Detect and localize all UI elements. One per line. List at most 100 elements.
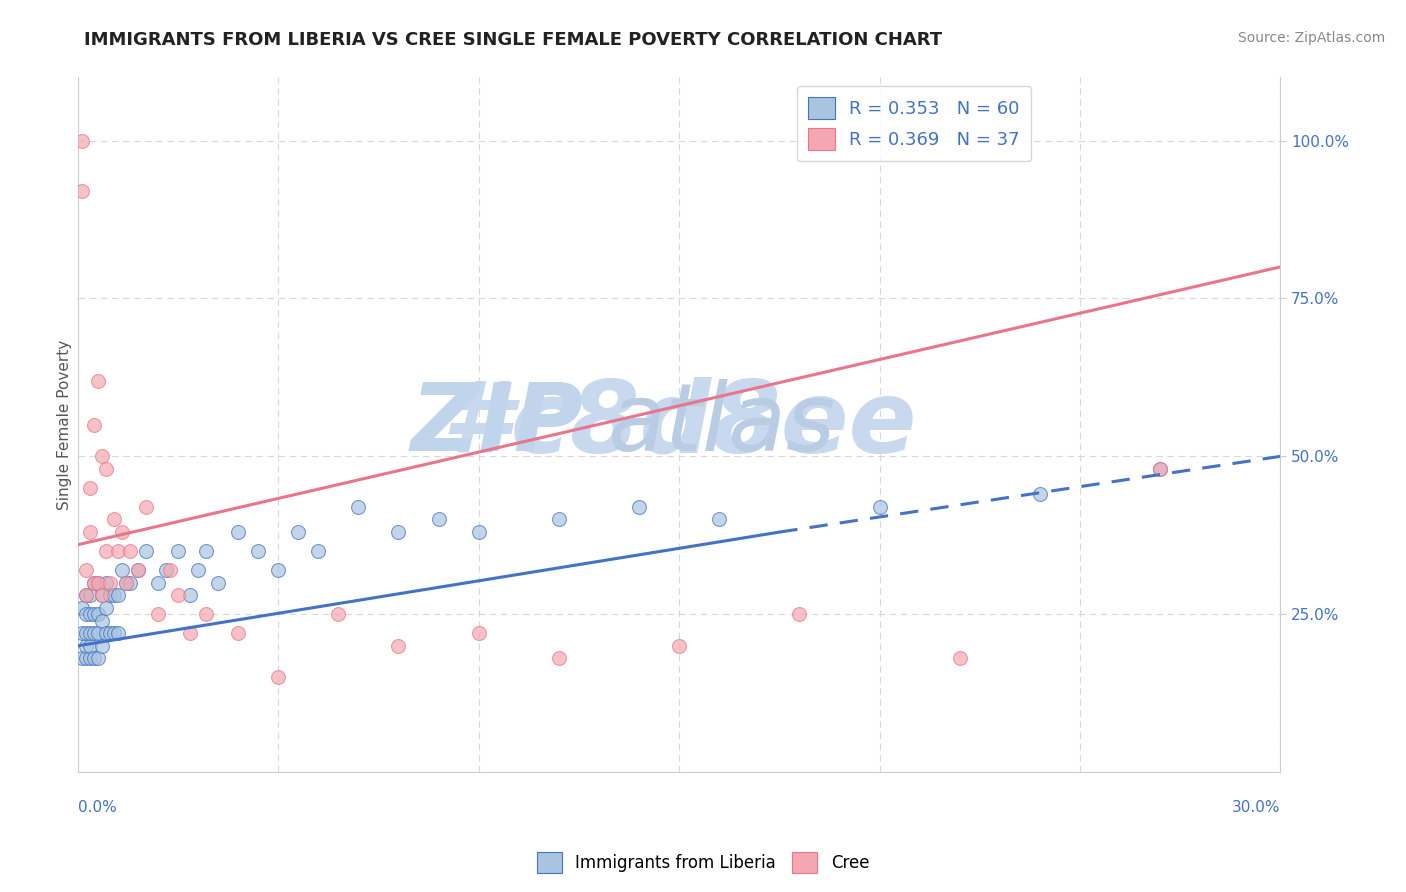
Point [90,614,112,628]
Point [226,626,249,640]
Point [79,525,101,540]
Point [103,588,125,602]
Point [146,607,169,622]
Point [668,639,690,653]
Point [115,575,138,590]
Point [135,500,157,514]
Point [98,626,121,640]
Legend: Immigrants from Liberia, Cree: Immigrants from Liberia, Cree [530,846,876,880]
Point [87,575,110,590]
Point [75,588,97,602]
Point [167,588,190,602]
Point [427,512,450,526]
Point [247,544,270,558]
Legend: R = 0.353   N = 60, R = 0.369   N = 37: R = 0.353 N = 60, R = 0.369 N = 37 [797,87,1031,161]
Point [70,626,93,640]
Point [267,670,290,684]
Point [87,607,110,622]
Point [94,544,117,558]
Point [103,512,125,526]
Point [547,651,569,665]
Point [87,651,110,665]
Text: 30.0%: 30.0% [1232,800,1281,815]
Point [98,575,121,590]
Point [118,575,141,590]
Point [187,563,209,577]
Point [1149,462,1171,476]
Point [135,544,157,558]
Point [267,563,290,577]
Point [87,626,110,640]
Text: ZIP: ZIP [411,379,583,471]
Point [949,651,972,665]
Point [467,525,489,540]
Point [107,588,129,602]
Point [94,462,117,476]
Point [94,600,117,615]
Point [79,588,101,602]
Point [83,575,105,590]
Point [70,600,93,615]
Point [111,563,134,577]
Point [195,544,218,558]
Point [159,563,181,577]
Point [869,500,891,514]
Point [75,607,97,622]
Point [127,563,149,577]
Text: atlas: atlas [607,379,835,470]
Point [107,544,129,558]
Point [347,500,370,514]
Point [107,626,129,640]
Point [167,544,190,558]
Point [83,626,105,640]
Point [179,626,201,640]
Point [226,525,249,540]
Point [179,588,201,602]
Point [307,544,329,558]
Point [127,563,149,577]
Point [98,588,121,602]
Point [83,607,105,622]
Point [1149,462,1171,476]
Point [70,184,93,198]
Point [87,575,110,590]
Point [87,374,110,388]
Point [79,626,101,640]
Text: 0.0%: 0.0% [77,800,117,815]
Point [146,575,169,590]
Text: Source: ZipAtlas.com: Source: ZipAtlas.com [1237,31,1385,45]
Point [79,607,101,622]
Point [387,525,409,540]
Point [103,626,125,640]
Point [90,588,112,602]
Point [83,575,105,590]
Point [94,575,117,590]
Point [547,512,569,526]
Point [90,588,112,602]
Point [789,607,811,622]
Point [75,563,97,577]
Point [75,626,97,640]
Point [79,481,101,495]
Text: IMMIGRANTS FROM LIBERIA VS CREE SINGLE FEMALE POVERTY CORRELATION CHART: IMMIGRANTS FROM LIBERIA VS CREE SINGLE F… [84,31,942,49]
Point [387,639,409,653]
Point [75,588,97,602]
Point [83,651,105,665]
Point [707,512,730,526]
Point [79,639,101,653]
Y-axis label: Single Female Poverty: Single Female Poverty [58,340,72,510]
Point [155,563,177,577]
Point [627,500,650,514]
Point [90,450,112,464]
Point [1029,487,1052,501]
Point [79,651,101,665]
Point [111,525,134,540]
Point [207,575,229,590]
Point [75,651,97,665]
Point [118,544,141,558]
Point [94,626,117,640]
Point [195,607,218,622]
Point [70,134,93,148]
Point [90,639,112,653]
Point [83,417,105,432]
